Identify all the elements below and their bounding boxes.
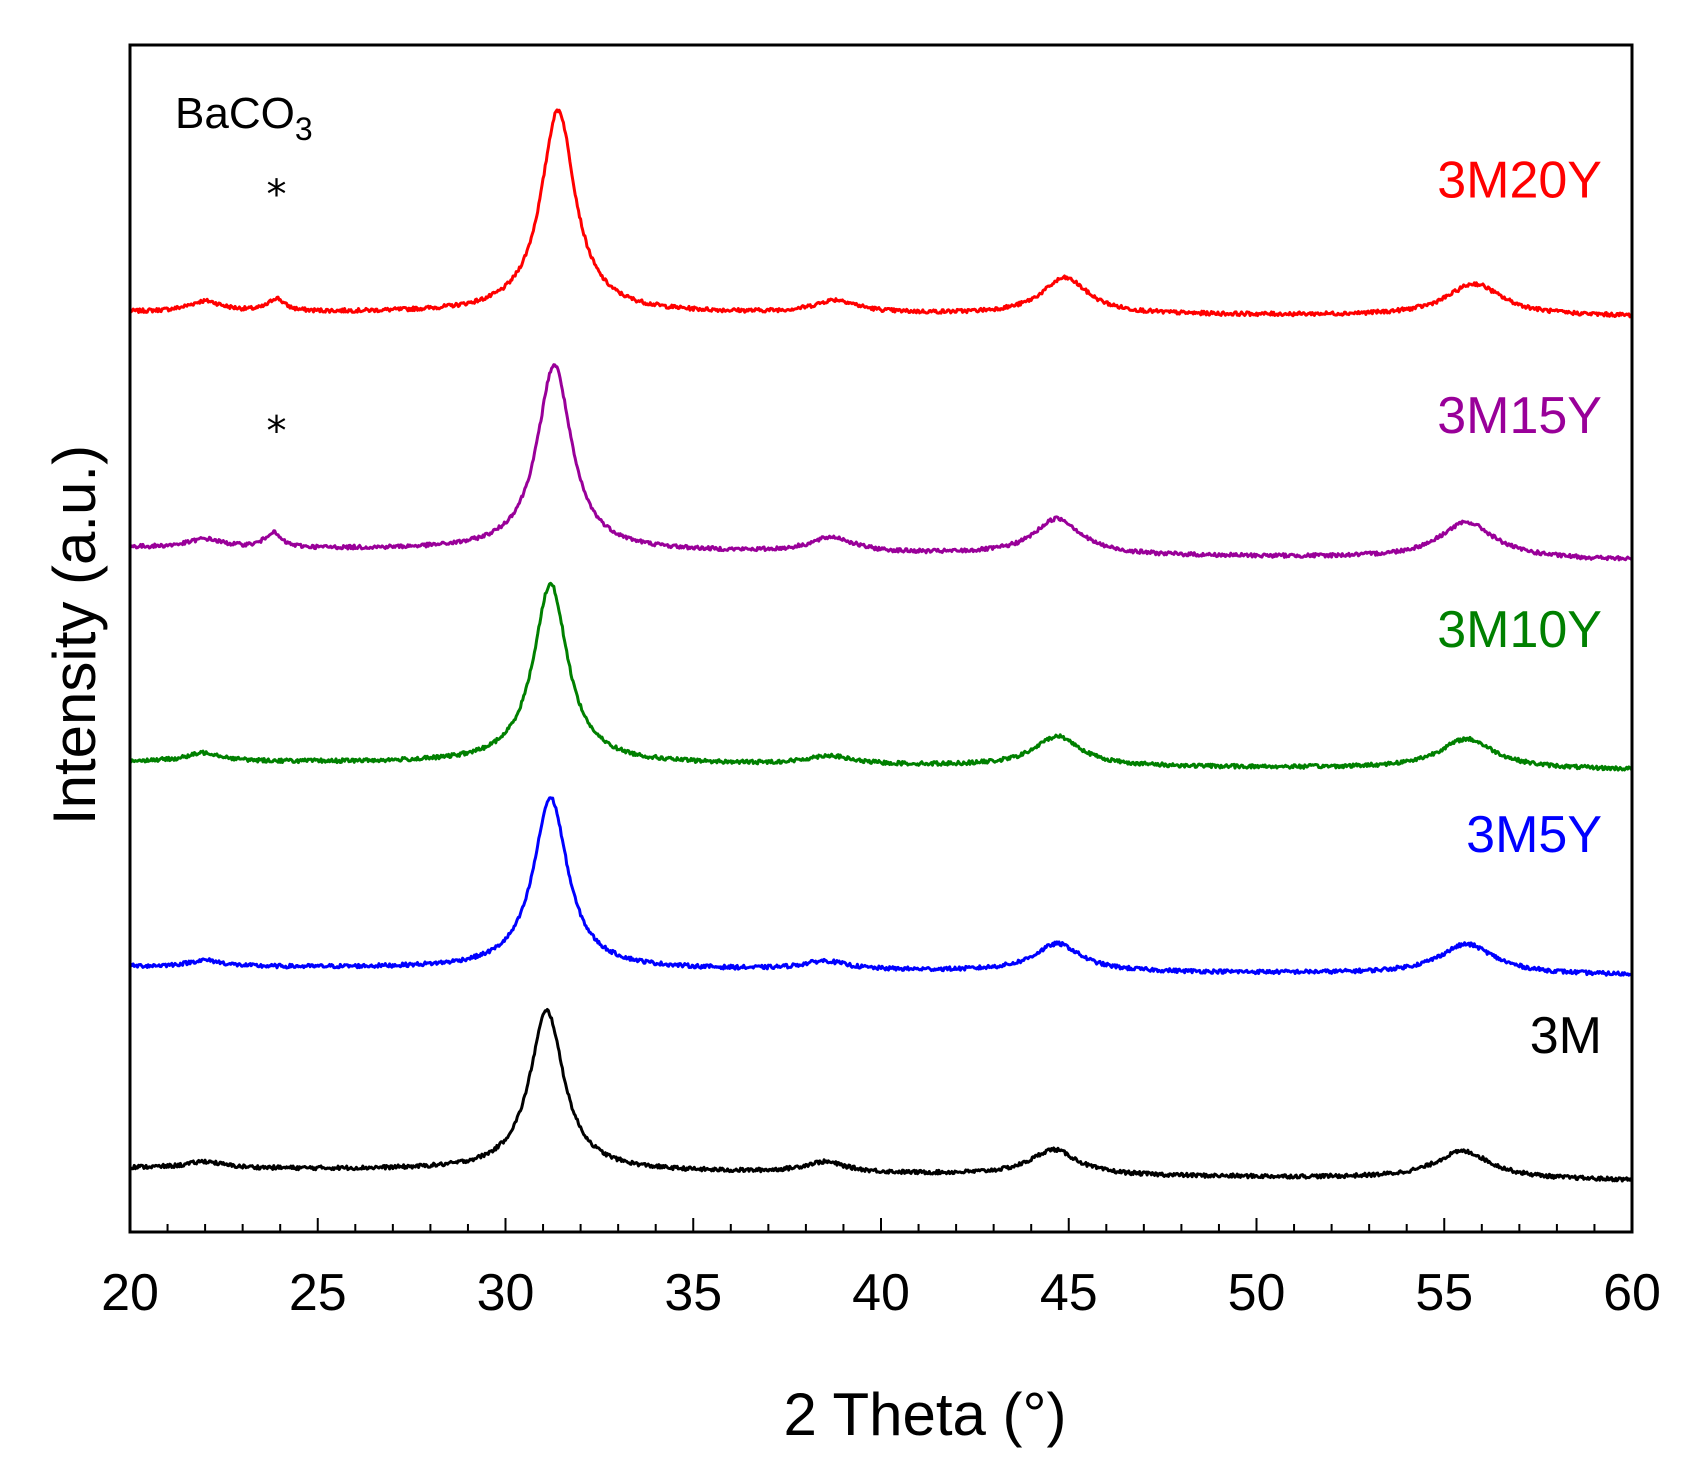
y-axis-label: Intensity (a.u.) <box>41 445 108 825</box>
x-tick-label: 45 <box>1040 1264 1098 1322</box>
plot-frame <box>128 43 1634 1234</box>
series-line-3M5Y <box>128 796 1634 977</box>
series-label-3M: 3M <box>1530 1007 1602 1065</box>
x-tick-label: 25 <box>289 1264 347 1322</box>
baco3-annotation: BaCO3 <box>175 89 313 147</box>
series-label-3M15Y: 3M15Y <box>1437 387 1602 445</box>
series-line-3M <box>128 1008 1633 1183</box>
x-tick-label: 50 <box>1228 1264 1286 1322</box>
series-line-3M20Y <box>128 108 1633 319</box>
series-labels: 3M20Y 3M15Y 3M10Y 3M5Y 3M <box>1437 152 1602 1065</box>
x-tick-label: 55 <box>1415 1264 1473 1322</box>
x-tick-label: 60 <box>1603 1264 1661 1322</box>
series-label-3M5Y: 3M5Y <box>1466 806 1602 864</box>
baco3-markers: ** <box>266 172 286 454</box>
series-line-3M10Y <box>128 581 1634 772</box>
series-label-3M10Y: 3M10Y <box>1437 601 1602 659</box>
series-line-3M15Y <box>129 363 1634 562</box>
x-tick-label: 35 <box>664 1264 722 1322</box>
annotation-subscript: 3 <box>295 111 313 147</box>
x-axis-label: 2 Theta (°) <box>783 1381 1066 1448</box>
x-tick-label: 30 <box>477 1264 535 1322</box>
baco3-marker-3M20Y: * <box>266 172 286 218</box>
series-label-3M20Y: 3M20Y <box>1437 152 1602 210</box>
x-tick-label: 40 <box>852 1264 910 1322</box>
x-tick-label: 20 <box>101 1264 159 1322</box>
x-tick-labels: 20 25 30 35 40 45 50 55 60 <box>101 1264 1661 1322</box>
series-curves <box>128 108 1634 1183</box>
annotation-main: BaCO <box>175 89 295 138</box>
baco3-marker-3M15Y: * <box>266 408 286 454</box>
